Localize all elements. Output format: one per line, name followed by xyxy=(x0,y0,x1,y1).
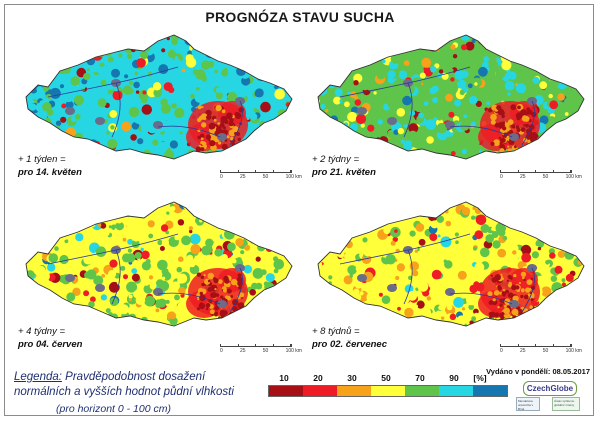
colorbar-swatch-1 xyxy=(269,386,303,396)
figure-frame xyxy=(4,4,594,416)
colorbar-label: 10 xyxy=(279,373,289,383)
map-panel-1: + 1 týden = pro 14. květen 0 25 50 100 km xyxy=(8,27,302,180)
scalebar-4: 0 25 50 100 km xyxy=(500,344,582,354)
country-border xyxy=(25,34,293,160)
panel-4-caption: + 8 týdnů = pro 02. červenec xyxy=(312,325,387,351)
colorbar-label: 30 xyxy=(347,373,357,383)
map-1 xyxy=(25,34,293,160)
colorbar-labels: 10 20 30 50 70 90 [%] xyxy=(268,373,486,385)
country-border xyxy=(317,34,585,160)
colorbar-swatch-6 xyxy=(439,386,473,396)
colorbar-swatch-7 xyxy=(473,386,507,396)
country-border xyxy=(317,201,585,327)
legend-line-2: normálních a vyšších hodnot půdní vlhkos… xyxy=(14,386,234,398)
legend-title: Legenda: Pravděpodobnost dosažení normál… xyxy=(14,370,234,400)
panel-2-caption: + 2 týdny = pro 21. květen xyxy=(312,153,376,179)
panel-2-caption-bottom: pro 21. květen xyxy=(312,167,376,178)
colorbar-swatch-3 xyxy=(337,386,371,396)
colorbar-label: 20 xyxy=(313,373,323,383)
panel-1-caption-top: + 1 týden = xyxy=(18,154,66,165)
issued-date: Vydáno v pondělí: 08.05.2017 xyxy=(486,367,590,376)
scalebar-1: 0 25 50 100 km xyxy=(220,170,302,180)
map-panel-2: + 2 týdny = pro 21. květen 0 25 50 100 km xyxy=(300,27,590,180)
scalebar-2: 0 25 50 100 km xyxy=(500,170,582,180)
country-border xyxy=(25,201,293,327)
czechglobe-logo: CzechGlobe Mendelova univerzita v Brně Ú… xyxy=(516,381,582,413)
map-4 xyxy=(317,201,585,327)
panel-3-caption-top: + 4 týdny = xyxy=(18,326,66,337)
map-panel-4: + 8 týdnů = pro 02. červenec 0 25 50 100 km xyxy=(300,194,590,354)
colorbar-swatch-4 xyxy=(371,386,405,396)
logo-partner-1: Mendelova univerzita v Brně xyxy=(516,397,540,411)
panel-2-caption-top: + 2 týdny = xyxy=(312,154,360,165)
map-2 xyxy=(317,34,585,160)
panel-3-caption-bottom: pro 04. červen xyxy=(18,339,83,350)
legend-line-1: Pravděpodobnost dosažení xyxy=(65,371,206,383)
legend-label: Legenda: xyxy=(14,371,62,383)
map-3 xyxy=(25,201,293,327)
colorbar-label: 90 xyxy=(449,373,459,383)
panel-1-caption: + 1 týden = pro 14. květen xyxy=(18,153,82,179)
colorbar-swatch-5 xyxy=(405,386,439,396)
logo-main-text: CzechGlobe xyxy=(523,381,577,396)
logo-partner-2: Ústav výzkumu globální změny xyxy=(552,397,580,411)
map-panel-3: + 4 týdny = pro 04. červen 0 25 50 100 km xyxy=(8,194,302,354)
panel-3-caption: + 4 týdny = pro 04. červen xyxy=(18,325,82,351)
colorbar xyxy=(268,385,508,397)
colorbar-swatch-2 xyxy=(303,386,337,396)
colorbar-label: 50 xyxy=(381,373,391,383)
page-title: PROGNÓZA STAVU SUCHA xyxy=(205,9,395,25)
colorbar-label: 70 xyxy=(415,373,425,383)
panel-1-caption-bottom: pro 14. květen xyxy=(18,167,82,178)
panel-4-caption-bottom: pro 02. červenec xyxy=(312,339,387,350)
legend-subtitle: (pro horizont 0 - 100 cm) xyxy=(56,403,171,415)
colorbar-unit: [%] xyxy=(473,373,487,383)
panel-4-caption-top: + 8 týdnů = xyxy=(312,326,360,337)
scalebar-3: 0 25 50 100 km xyxy=(220,344,302,354)
